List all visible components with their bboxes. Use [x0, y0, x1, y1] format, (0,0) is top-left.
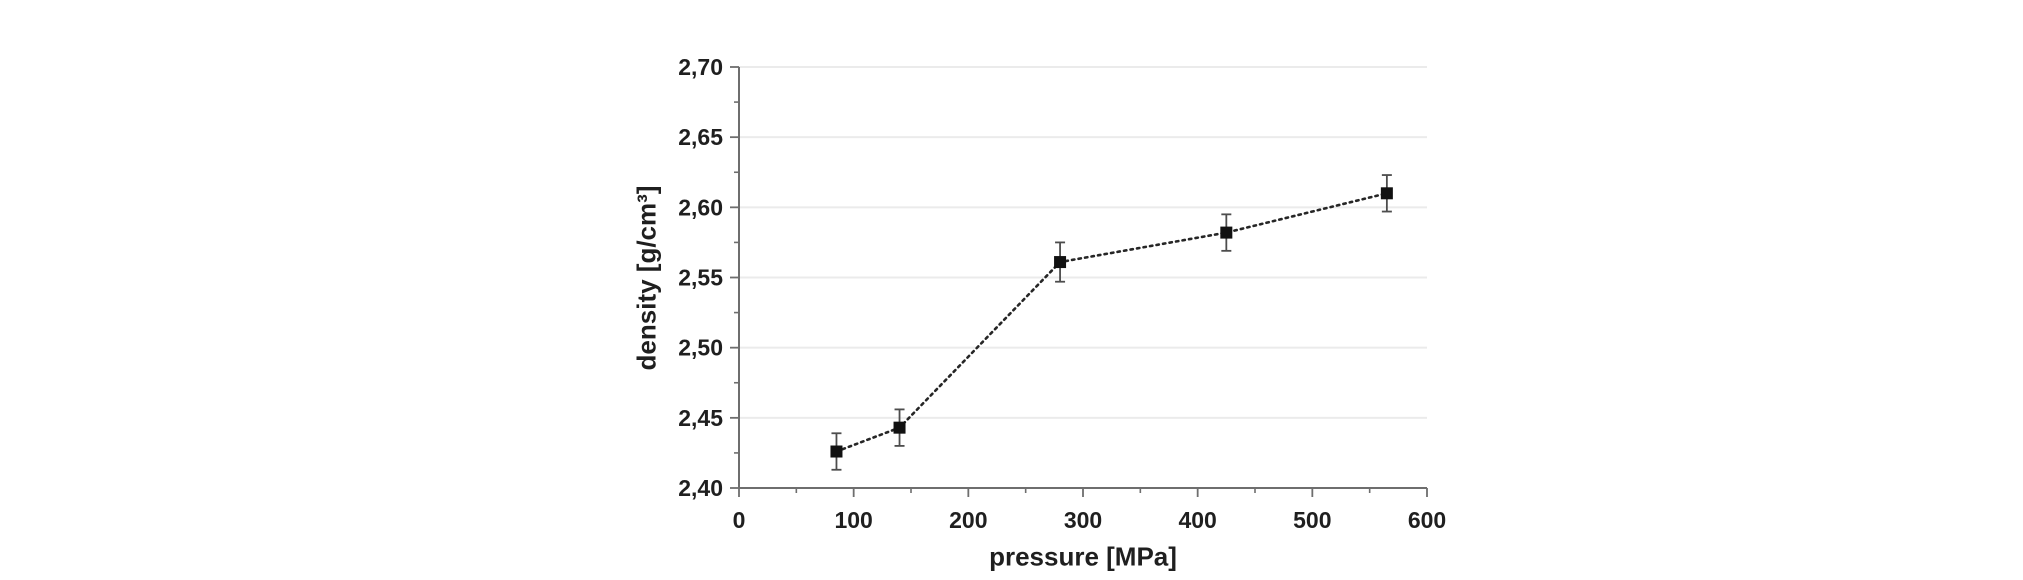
y-tick-label: 2,70: [678, 54, 723, 80]
y-tick-label: 2,45: [678, 405, 723, 431]
data-point-marker: [1380, 187, 1393, 200]
y-tick-label: 2,55: [678, 265, 723, 291]
x-tick-label: 400: [1178, 507, 1216, 533]
x-tick-label: 500: [1293, 507, 1331, 533]
data-point-marker: [1220, 226, 1233, 239]
data-point-marker: [893, 421, 906, 434]
y-tick-label: 2,65: [678, 124, 723, 150]
x-tick-label: 100: [834, 507, 872, 533]
x-tick-label: 600: [1408, 507, 1446, 533]
data-line: [835, 192, 1389, 453]
y-tick-label: 2,60: [678, 194, 723, 220]
data-point-marker: [1054, 256, 1067, 269]
x-tick-label: 200: [949, 507, 987, 533]
x-tick-label: 300: [1064, 507, 1102, 533]
data-point-marker: [830, 445, 843, 458]
y-axis-title: density [g/cm³]: [631, 185, 662, 371]
x-tick-label: 0: [733, 507, 746, 533]
x-axis-title: pressure [MPa]: [989, 541, 1177, 572]
y-tick-label: 2,40: [678, 475, 723, 501]
y-tick-label: 2,50: [678, 335, 723, 361]
